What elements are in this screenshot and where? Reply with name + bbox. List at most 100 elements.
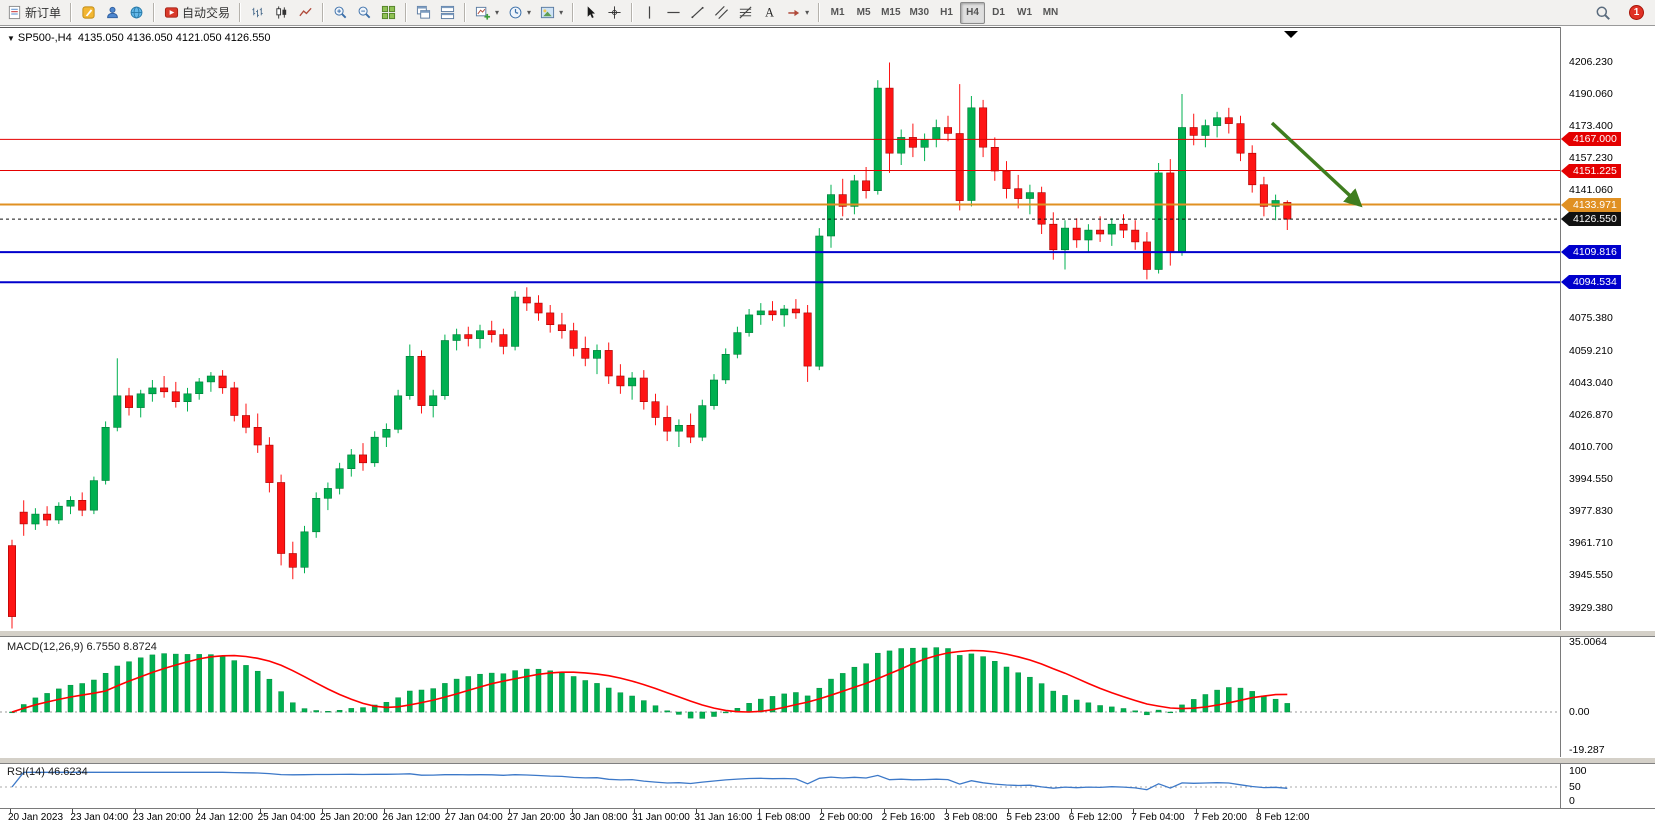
- macd-label: MACD(12,26,9) 6.7550 8.8724: [7, 641, 157, 653]
- new-chart-button[interactable]: ▾: [471, 2, 503, 24]
- timeframe-d1[interactable]: D1: [992, 7, 1005, 18]
- timeframe-h1[interactable]: H1: [940, 7, 953, 18]
- price-tag[interactable]: 4133.971: [1561, 197, 1621, 212]
- price-axis-label: 4190.060: [1569, 87, 1613, 100]
- macd-name: MACD(12,26,9): [7, 641, 84, 653]
- autotrading-button[interactable]: 自动交易: [160, 2, 234, 24]
- price-axis-label: 4173.400: [1569, 119, 1613, 132]
- toolbar-separator: [572, 3, 575, 22]
- zoom-out-button[interactable]: [353, 2, 376, 24]
- cascade-windows-icon: [416, 5, 431, 20]
- price-tag[interactable]: 4094.534: [1561, 275, 1621, 290]
- trendline-tool-button[interactable]: [686, 2, 709, 24]
- panel-separator-rsi[interactable]: [0, 757, 1655, 764]
- time-axis-tick: [384, 809, 386, 813]
- price-tag[interactable]: 4109.816: [1561, 245, 1621, 260]
- time-axis-label: 26 Jan 12:00: [382, 812, 441, 823]
- new-order-button[interactable]: 新订单: [3, 2, 65, 24]
- main-toolbar: 新订单 自动交易 ▾ ▾ ▾ A ▾ M1 M5 M15 M30 H1 H4 D1 W1 MN …: [0, 0, 1655, 26]
- timeframe-h4[interactable]: H4: [960, 1, 985, 24]
- cursor-icon: [583, 5, 598, 20]
- tile-windows-button[interactable]: [436, 2, 459, 24]
- arrows-tool-button[interactable]: ▾: [782, 2, 813, 24]
- periods-button[interactable]: ▾: [504, 2, 535, 24]
- macd-axis-label: -19.287: [1569, 744, 1605, 757]
- time-axis-label: 23 Jan 20:00: [132, 812, 191, 823]
- cursor-button[interactable]: [579, 2, 602, 24]
- time-axis[interactable]: 20 Jan 2023 23 Jan 04:00 23 Jan 20:00 24 Ja…: [0, 808, 1655, 826]
- vertical-line-tool-button[interactable]: [638, 2, 661, 24]
- price-axis-label: 4141.060: [1569, 184, 1613, 196]
- autotrading-label: 自动交易: [182, 6, 231, 20]
- rsi-canvas[interactable]: [0, 764, 1560, 808]
- rsi-axis-label: 100: [1569, 765, 1587, 777]
- price-axis[interactable]: 4206.230 4190.060 4173.400 4157.230 4141.060…: [1561, 27, 1655, 808]
- tile-grid-button[interactable]: [377, 2, 400, 24]
- time-axis-tick: [1258, 809, 1259, 813]
- autotrading-icon: [164, 5, 179, 20]
- price-axis-label: 4206.230: [1569, 55, 1613, 68]
- timeframe-m30[interactable]: M30: [909, 7, 929, 18]
- template-icon: [540, 5, 555, 20]
- time-axis-tick: [446, 809, 448, 813]
- profile-button[interactable]: [101, 2, 124, 24]
- price-chart-canvas[interactable]: [0, 28, 1560, 630]
- time-axis-tick: [1133, 809, 1135, 813]
- horizontal-line-icon: [666, 5, 681, 20]
- time-axis-label: 7 Feb 20:00: [1193, 812, 1247, 823]
- line-chart-button[interactable]: [294, 2, 317, 24]
- chevron-down-icon: ▾: [527, 8, 532, 17]
- search-button[interactable]: [1591, 2, 1615, 24]
- fibonacci-tool-button[interactable]: [734, 2, 757, 24]
- price-tag[interactable]: 4126.550: [1561, 212, 1621, 227]
- metaeditor-button[interactable]: [77, 2, 100, 24]
- horizontal-line-tool-button[interactable]: [662, 2, 685, 24]
- notification-badge[interactable]: 1: [1629, 5, 1644, 20]
- macd-canvas[interactable]: [0, 637, 1560, 757]
- cascade-windows-button[interactable]: [412, 2, 435, 24]
- timeframe-w1[interactable]: W1: [1017, 7, 1032, 18]
- price-axis-label: 4026.870: [1569, 408, 1613, 421]
- zoom-in-button[interactable]: [329, 2, 352, 24]
- time-axis-label: 31 Jan 00:00: [632, 812, 690, 823]
- timeframe-m5[interactable]: M5: [856, 7, 871, 18]
- candlestick-icon: [274, 5, 289, 20]
- time-axis-label: 24 Jan 12:00: [195, 812, 254, 823]
- price-axis-label: 3977.830: [1569, 505, 1613, 518]
- price-axis-label: 3945.550: [1569, 569, 1613, 582]
- time-axis-label: 25 Jan 04:00: [257, 812, 316, 823]
- time-axis-tick: [197, 809, 199, 813]
- time-axis-label: 31 Jan 16:00: [694, 812, 753, 823]
- bars-chart-icon: [250, 5, 265, 20]
- time-axis-label: 8 Feb 12:00: [1256, 812, 1310, 823]
- rsi-axis-label: 0: [1569, 794, 1575, 807]
- price-tag[interactable]: 4151.225: [1561, 163, 1621, 178]
- timeframe-mn[interactable]: MN: [1042, 7, 1059, 18]
- time-axis-label: 30 Jan 08:00: [569, 812, 628, 823]
- community-button[interactable]: [125, 2, 148, 24]
- zoom-in-icon: [333, 5, 348, 20]
- rsi-name: RSI(14): [7, 766, 45, 778]
- line-chart-icon: [298, 5, 313, 20]
- time-axis-tick: [1195, 809, 1197, 813]
- timeframe-m1[interactable]: M1: [830, 7, 845, 18]
- time-axis-label: 1 Feb 08:00: [756, 812, 811, 823]
- channel-tool-button[interactable]: [710, 2, 733, 24]
- price-axis-label: 4043.040: [1569, 376, 1613, 389]
- tile-grid-icon: [381, 5, 396, 20]
- chart-collapse-icon[interactable]: ▼: [7, 34, 15, 43]
- time-axis-label: 5 Feb 23:00: [1006, 812, 1060, 823]
- text-tool-button[interactable]: A: [758, 2, 781, 24]
- panel-separator-macd[interactable]: [0, 630, 1655, 637]
- timeframe-m15[interactable]: M15: [881, 7, 901, 18]
- clock-icon: [508, 5, 523, 20]
- time-axis-tick: [134, 809, 136, 813]
- crosshair-button[interactable]: [603, 2, 626, 24]
- price-axis-border: [1560, 27, 1561, 808]
- candles-chart-button[interactable]: [270, 2, 293, 24]
- price-tag[interactable]: 4167.000: [1561, 132, 1621, 147]
- bars-chart-button[interactable]: [246, 2, 269, 24]
- svg-text:A: A: [765, 6, 774, 20]
- templates-button[interactable]: ▾: [536, 2, 567, 24]
- toolbar-separator: [322, 3, 325, 22]
